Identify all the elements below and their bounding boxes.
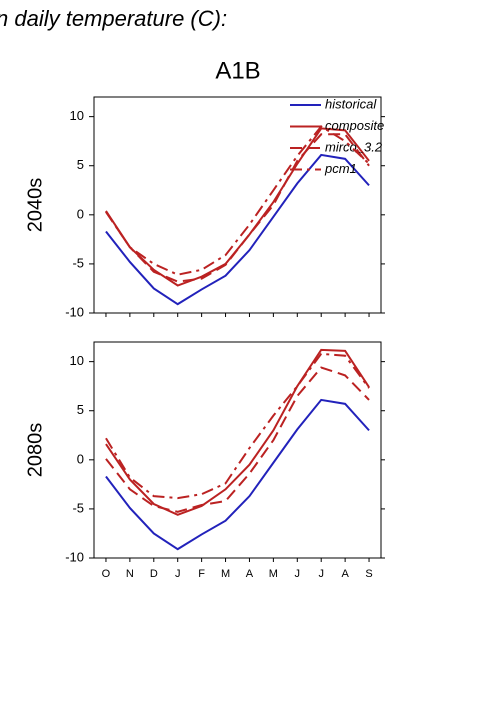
y-axis-label: 2080s	[24, 423, 46, 478]
y-tick-label: 0	[77, 451, 84, 466]
y-tick-label: 5	[77, 402, 84, 417]
legend-label: historical	[325, 96, 377, 111]
x-tick-label: F	[198, 568, 205, 580]
x-tick-label: M	[269, 568, 278, 580]
series-line	[105, 133, 370, 283]
series-line	[105, 153, 370, 306]
y-tick-label: 5	[77, 157, 84, 172]
x-tick-label: J	[318, 568, 324, 580]
x-tick-label: A	[246, 568, 254, 580]
plot-frame	[93, 341, 382, 559]
y-axis-label: 2040s	[24, 178, 46, 233]
series-line	[105, 125, 370, 276]
x-tick-label: A	[341, 568, 349, 580]
y-tick-label: -5	[72, 500, 84, 515]
plot-frame	[93, 96, 382, 314]
y-tick-label: 10	[70, 353, 84, 368]
chart-subtitle: A1B	[215, 57, 260, 84]
x-tick-label: S	[365, 568, 372, 580]
legend-label: pcm1	[324, 161, 357, 176]
x-tick-label: M	[221, 568, 230, 580]
y-tick-label: 10	[70, 108, 84, 123]
y-tick-label: -10	[65, 304, 84, 319]
legend-label: composite	[325, 118, 384, 133]
chart-title: n daily temperature (C):	[0, 6, 227, 31]
series-line	[105, 398, 370, 551]
y-tick-label: 0	[77, 206, 84, 221]
x-tick-label: O	[102, 568, 111, 580]
series-line	[105, 348, 370, 516]
x-tick-label: J	[295, 568, 301, 580]
x-tick-label: D	[150, 568, 158, 580]
y-tick-label: -5	[72, 255, 84, 270]
series-line	[105, 366, 370, 513]
x-tick-label: J	[175, 568, 181, 580]
series-line	[105, 127, 370, 287]
x-tick-label: N	[126, 568, 134, 580]
y-tick-label: -10	[65, 549, 84, 564]
legend-label: mirco_3.2	[325, 139, 383, 154]
